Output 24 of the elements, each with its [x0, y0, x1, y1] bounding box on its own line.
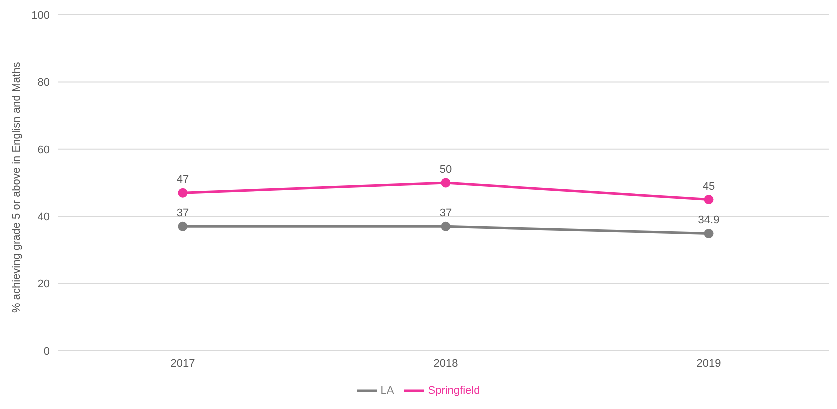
point	[178, 222, 188, 232]
y-tick-label: 100	[32, 10, 50, 22]
data-label: 50	[440, 164, 452, 176]
legend-label: Springfield	[428, 384, 480, 397]
data-label: 34.9	[698, 214, 720, 227]
data-label: 37	[440, 208, 452, 220]
point	[178, 188, 188, 198]
x-tick-label: 2017	[170, 358, 196, 370]
legend-label: LA	[380, 384, 394, 397]
data-label: 37	[176, 208, 190, 220]
x-tick-label: 2019	[696, 358, 722, 370]
y-tick-label: 40	[38, 212, 50, 224]
y-tick-label: 0	[44, 346, 50, 358]
y-tick-label: 20	[38, 278, 50, 291]
point	[704, 195, 714, 205]
data-label: 47	[176, 174, 190, 186]
data-label: 45	[702, 180, 716, 193]
point	[441, 178, 451, 188]
point	[704, 228, 714, 238]
y-axis-title: % achieving grade 5 or above in Englisn and Maths	[10, 62, 23, 313]
y-tick-label: 80	[38, 77, 50, 90]
y-tick-label: 60	[38, 144, 50, 156]
x-tick-label: 2018	[434, 358, 458, 370]
point	[441, 222, 451, 232]
